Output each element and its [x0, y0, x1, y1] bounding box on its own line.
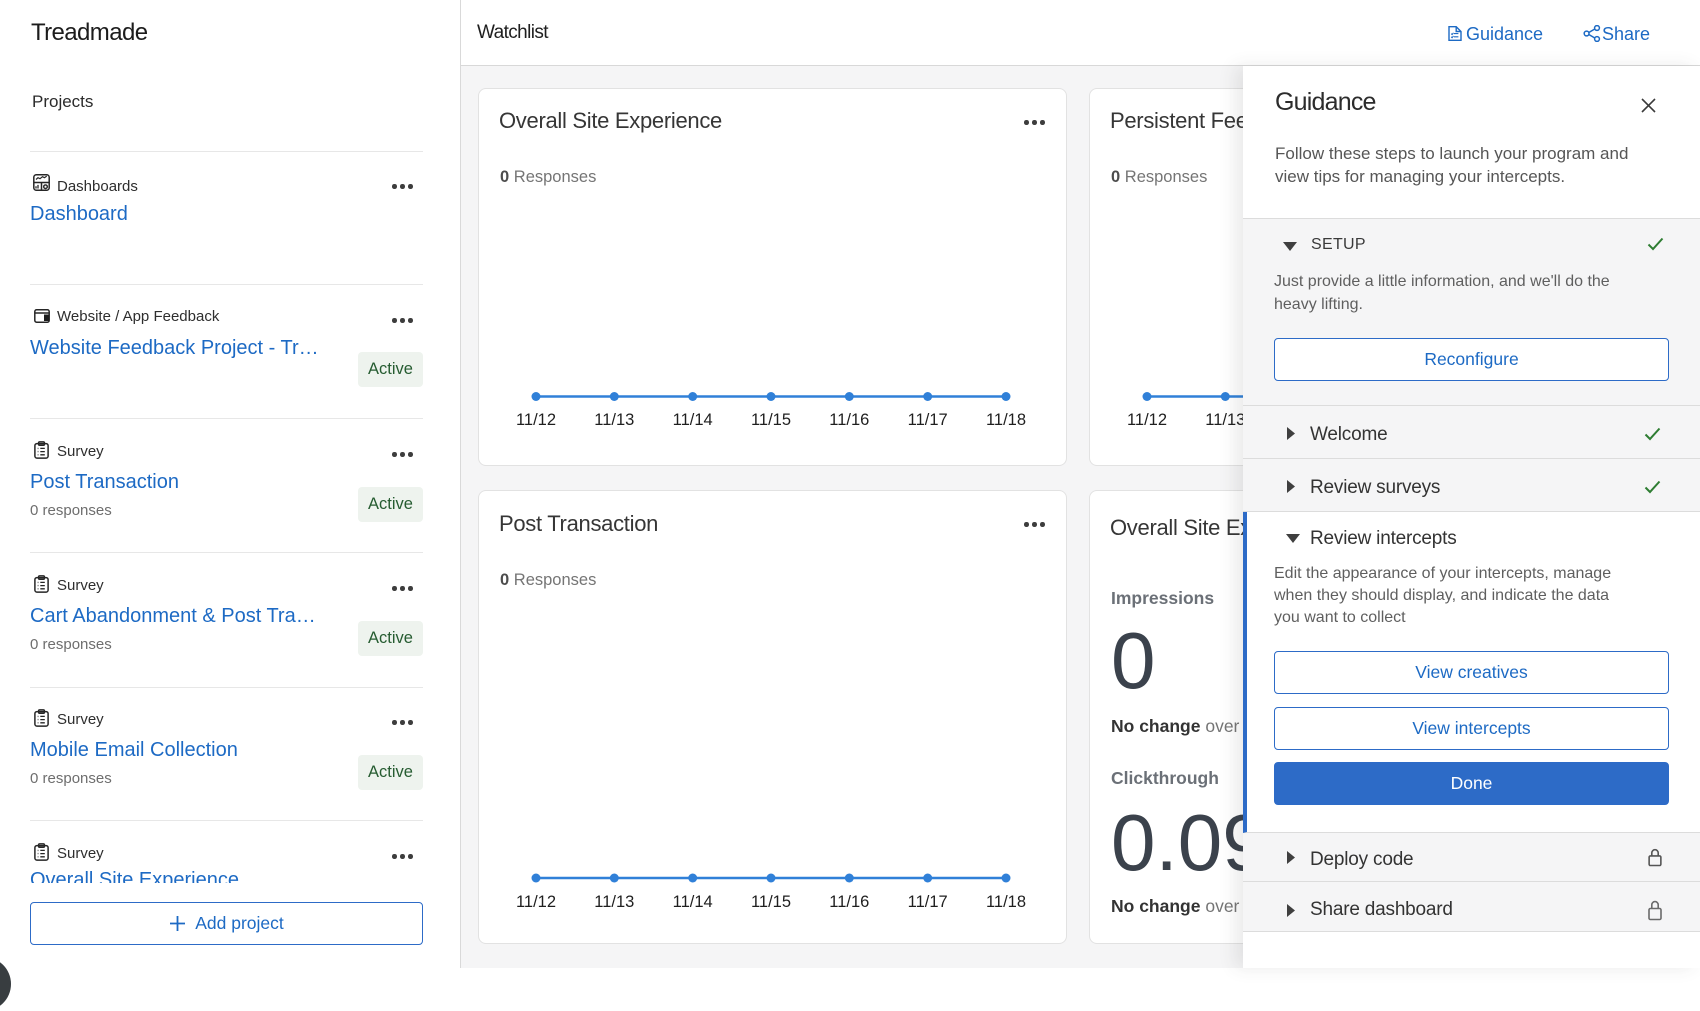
svg-text:11/13: 11/13 [594, 893, 634, 911]
svg-text:11/13: 11/13 [594, 411, 634, 429]
svg-text:11/16: 11/16 [829, 411, 869, 429]
svg-text:11/12: 11/12 [1127, 411, 1167, 429]
svg-text:11/16: 11/16 [829, 893, 869, 911]
svg-text:11/15: 11/15 [751, 411, 791, 429]
svg-text:11/12: 11/12 [516, 893, 556, 911]
svg-text:11/18: 11/18 [986, 411, 1026, 429]
svg-text:11/14: 11/14 [673, 411, 713, 429]
svg-text:11/17: 11/17 [908, 893, 948, 911]
svg-text:11/17: 11/17 [908, 411, 948, 429]
svg-text:11/18: 11/18 [986, 893, 1026, 911]
svg-text:11/13: 11/13 [1205, 411, 1245, 429]
svg-text:11/14: 11/14 [673, 893, 713, 911]
svg-text:11/12: 11/12 [516, 411, 556, 429]
svg-text:11/15: 11/15 [751, 893, 791, 911]
